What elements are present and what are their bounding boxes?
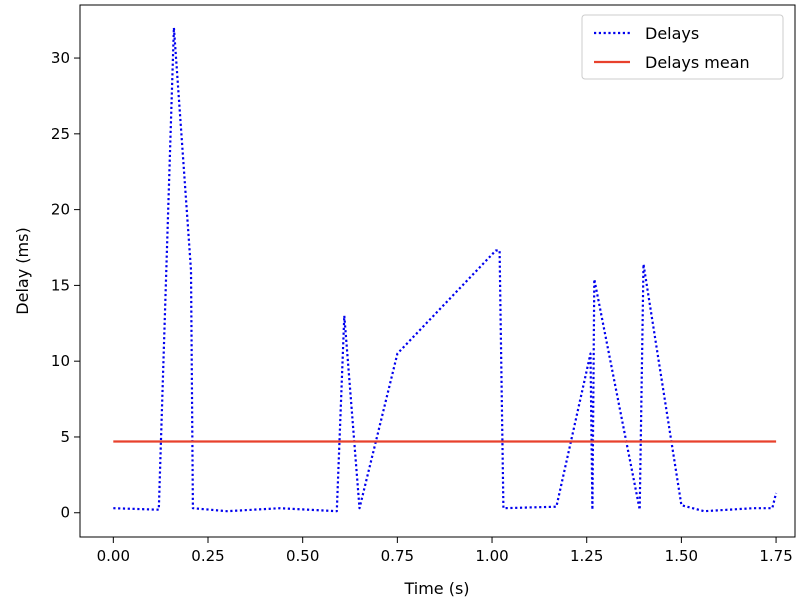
y-tick-label: 15 xyxy=(51,276,70,294)
x-tick-label: 1.00 xyxy=(475,547,508,565)
legend-label-delays: Delays xyxy=(645,24,699,43)
y-tick-label: 20 xyxy=(51,201,70,219)
series-layer xyxy=(113,26,778,513)
x-tick-label: 0.75 xyxy=(381,547,414,565)
y-axis: 0 5 10 15 20 25 30 xyxy=(51,49,80,522)
legend: Delays Delays mean xyxy=(581,14,784,80)
x-tick-label: 1.25 xyxy=(570,547,603,565)
y-tick-label: 25 xyxy=(51,125,70,143)
x-tick-label: 1.50 xyxy=(665,547,698,565)
series-line-delays xyxy=(113,26,778,513)
y-tick-label: 5 xyxy=(60,428,70,446)
legend-box xyxy=(581,14,784,80)
y-axis-label: Delay (ms) xyxy=(13,227,32,314)
y-tick-label: 0 xyxy=(60,504,70,522)
plot-area xyxy=(79,4,796,538)
x-axis: 0.00 0.25 0.50 0.75 1.00 1.25 1.50 1.75 xyxy=(97,537,793,565)
x-tick-label: 1.75 xyxy=(759,547,792,565)
x-tick-label: 0.25 xyxy=(191,547,224,565)
y-tick-label: 30 xyxy=(51,49,70,67)
legend-label-delays-mean: Delays mean xyxy=(645,53,750,72)
x-tick-label: 0.00 xyxy=(97,547,130,565)
y-tick-label: 10 xyxy=(51,352,70,370)
x-axis-label: Time (s) xyxy=(403,579,469,598)
x-tick-label: 0.50 xyxy=(286,547,319,565)
